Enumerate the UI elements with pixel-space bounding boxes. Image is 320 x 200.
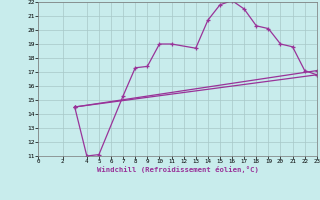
X-axis label: Windchill (Refroidissement éolien,°C): Windchill (Refroidissement éolien,°C) — [97, 166, 259, 173]
